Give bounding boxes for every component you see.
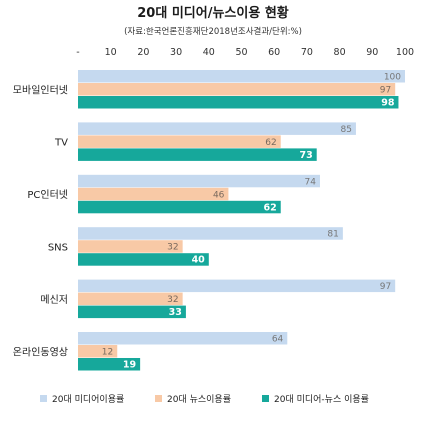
x-tick-label: 50 (235, 47, 247, 58)
bar (78, 200, 281, 214)
x-tick-label: 80 (334, 47, 346, 58)
x-tick-label: 60 (268, 47, 280, 58)
data-label: 32 (167, 295, 178, 305)
bar (78, 332, 288, 345)
category-label: 메신저 (40, 294, 68, 306)
legend-swatch (155, 395, 162, 402)
legend-swatch (40, 395, 47, 402)
bars: 100 97 98 85 62 73 74 46 62 81 32 40 97 32 33 64 12 19 (78, 70, 405, 371)
legend-label: 20대 미디어-뉴스 이용률 (274, 394, 369, 405)
data-label: 40 (192, 255, 206, 266)
bar (78, 122, 356, 135)
bar (78, 148, 317, 161)
bar (78, 187, 229, 201)
category-label: SNS (48, 242, 68, 253)
data-label: 73 (299, 150, 312, 161)
bar (78, 227, 343, 240)
bar (78, 305, 186, 319)
data-label: 100 (384, 73, 401, 83)
x-axis-ticks: - 10 20 30 40 50 60 70 80 90 100 (76, 47, 414, 58)
data-label: 74 (305, 177, 317, 187)
x-tick-label: 10 (105, 47, 117, 58)
data-label: 64 (272, 335, 284, 345)
bar (78, 135, 281, 148)
bar (78, 83, 396, 96)
x-tick-label: 70 (301, 47, 313, 58)
legend-swatch (262, 395, 269, 402)
data-label: 97 (380, 86, 391, 96)
x-tick-label: 100 (396, 47, 414, 58)
data-label: 33 (169, 307, 182, 318)
legend-label: 20대 미디어이용률 (52, 394, 124, 405)
category-label: 모바일인터넷 (13, 84, 68, 96)
x-tick-label: 40 (203, 47, 215, 58)
bar (78, 358, 141, 371)
data-label: 62 (265, 138, 276, 148)
chart-subtitle: (자료:한국언론진흥재단2018년조사결과/단위:%) (124, 26, 302, 37)
bar (78, 174, 320, 188)
x-tick-label: - (76, 47, 79, 58)
data-label: 98 (381, 98, 395, 109)
data-label: 81 (327, 230, 338, 240)
x-tick-label: 30 (170, 47, 182, 58)
data-label: 62 (264, 202, 277, 213)
legend-label: 20대 뉴스이용률 (167, 394, 231, 405)
x-tick-label: 20 (137, 47, 149, 58)
data-label: 19 (123, 360, 136, 371)
data-label: 32 (167, 243, 178, 253)
bar (78, 240, 183, 253)
chart-title: 20대 미디어/뉴스이용 현황 (137, 5, 289, 21)
data-label: 46 (213, 190, 225, 200)
bar (78, 279, 396, 293)
x-tick-label: 90 (366, 47, 378, 58)
bar (78, 70, 405, 83)
bar (78, 253, 209, 266)
data-label: 12 (102, 348, 113, 358)
category-label: PC인터넷 (27, 189, 68, 201)
bar (78, 345, 118, 358)
category-label: 온라인동영상 (13, 346, 68, 358)
category-label: TV (54, 138, 68, 149)
data-label: 97 (380, 282, 391, 292)
legend: 20대 미디어이용률 20대 뉴스이용률 20대 미디어-뉴스 이용률 (40, 394, 369, 405)
bar (78, 292, 183, 306)
data-label: 85 (340, 125, 351, 135)
bar (78, 96, 399, 109)
